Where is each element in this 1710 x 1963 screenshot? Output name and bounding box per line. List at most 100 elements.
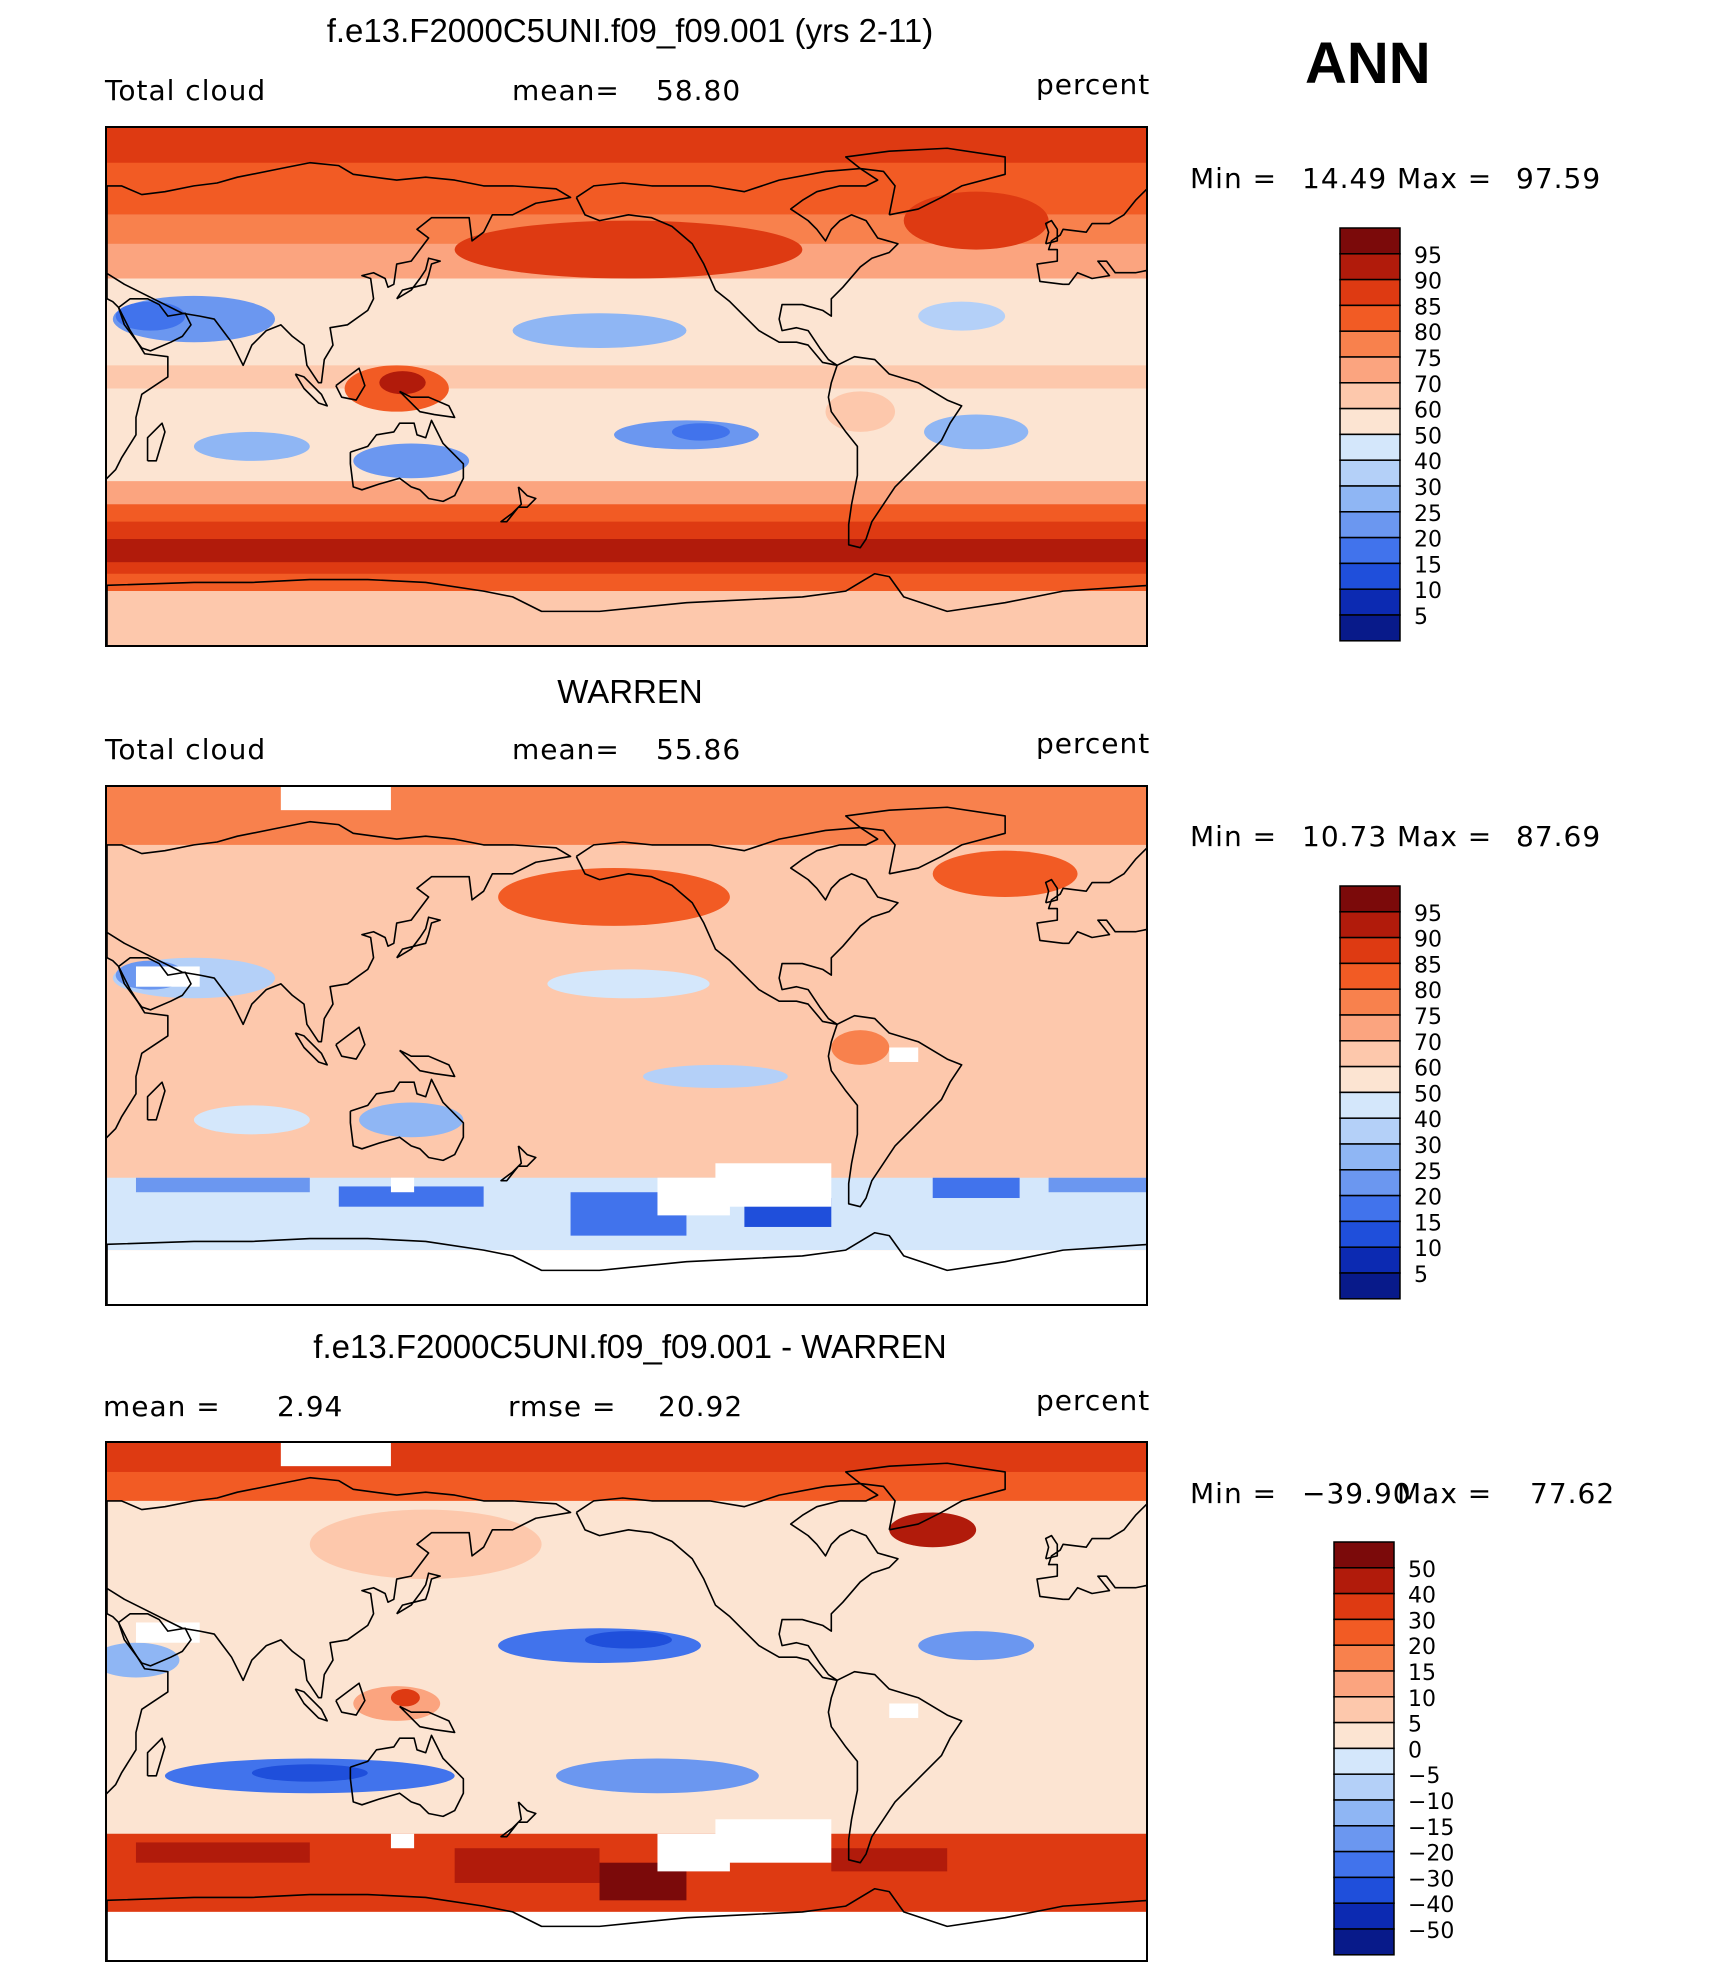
panel1-coastlines (107, 147, 1146, 645)
panel1-coastline-namerica (575, 167, 899, 367)
panel3-colorbar-tick-label: −50 (1408, 1919, 1454, 1944)
panel2-colorbar-box-9 (1339, 1117, 1401, 1145)
panel3-colorbar-box-6 (1333, 1696, 1395, 1724)
panel3-rmse-label: rmse = (508, 1390, 617, 1423)
panel3-mean-value: 2.94 (277, 1390, 344, 1423)
panel1-colorbar-box-9 (1339, 459, 1401, 487)
panel2-map-svg (107, 787, 1146, 1304)
panel1-colorbar-tick-label: 40 (1414, 450, 1442, 475)
panel3-coastline-namerica (575, 1482, 899, 1682)
panel3-field-labrador (889, 1512, 977, 1548)
panel3-colorbar-box-12 (1333, 1850, 1395, 1879)
panel1-map (105, 126, 1148, 647)
panel1-coastline-australia (349, 419, 465, 503)
panel1-colorbar-tick-label: 60 (1414, 399, 1442, 424)
panel3-colorbar: 50 40 30 20 15 10 5 0 −5 −10 −15 −20 −30 −40 −50 (1333, 1541, 1480, 1956)
panel1-coastline-sumatra (294, 373, 328, 407)
panel1-colorbar-tick-label: 10 (1414, 579, 1442, 604)
panel2-missing-2 (135, 966, 200, 987)
panel1-coastline-madagascar (146, 422, 166, 462)
panel1-colorbar-box-8 (1339, 433, 1401, 461)
panel2-map (105, 785, 1148, 1306)
panel3-missing-1 (280, 1443, 391, 1467)
panel2-field-australia (359, 1102, 464, 1138)
panel2-field-spac-subtrop (642, 1064, 788, 1089)
panel1-colorbar-box-1 (1339, 253, 1401, 281)
panel2-colorbar-box-12 (1339, 1194, 1401, 1223)
panel2-coastline-madagascar (146, 1081, 166, 1121)
panel2-max-value: 87.69 (1516, 820, 1602, 853)
panel3-coastline-australia (349, 1734, 465, 1818)
panel1-coastline-samerica (827, 355, 963, 549)
panel1-coastline-nz (500, 486, 537, 523)
panel1-max-label: Max = (1397, 162, 1493, 195)
panel1-field-natl-storm (903, 191, 1049, 250)
panel2-colorbar-tick-label: 5 (1414, 1263, 1428, 1288)
panel1-field-satl-subtrop (924, 414, 1029, 450)
panel2-colorbar-box-15 (1339, 1272, 1401, 1300)
panel1-coastline-borneo (335, 367, 366, 401)
panel2-colorbar-box-0 (1339, 885, 1401, 913)
panel3-colorbar-tick-label: −10 (1408, 1790, 1454, 1815)
panel2-colorbar-tick-label: 75 (1414, 1005, 1442, 1030)
panel3-missing-2 (135, 1622, 200, 1643)
panel2-colorbar-tick-label: 90 (1414, 928, 1442, 953)
panel3-coastline-nz (500, 1801, 537, 1838)
panel3-coastline-borneo (335, 1682, 366, 1716)
panel1-mean-value: 58.80 (656, 74, 742, 107)
panel3-field-so-max-2 (454, 1848, 600, 1883)
panel3-coastline-antarctica (107, 1887, 1146, 1960)
panel2-min-value: 10.73 (1302, 820, 1388, 853)
panel3-colorbar-box-8 (1333, 1747, 1395, 1775)
panel1-field-australia (353, 443, 470, 479)
panel3-colorbar-box-9 (1333, 1773, 1395, 1801)
panel3-colorbar-tick-label: 5 (1408, 1713, 1422, 1738)
panel1-coastline-uk (1044, 219, 1059, 245)
panel3-colorbar-tick-label: 30 (1408, 1609, 1436, 1634)
panel1-colorbar-tick-label: 50 (1414, 424, 1442, 449)
panel3-colorbar-box-2 (1333, 1592, 1395, 1621)
panel2-colorbar-box-10 (1339, 1143, 1401, 1171)
panel2-field-amazon (831, 1030, 890, 1065)
panel2-colorbar-box-5 (1339, 1014, 1401, 1042)
panel1-colorbar-box-13 (1339, 562, 1401, 590)
panel2-colorbar-tick-label: 95 (1414, 902, 1442, 927)
panel1-mean-label: mean= (512, 74, 620, 107)
panel1-colorbar: 95 90 85 80 75 70 60 50 40 30 25 20 15 10 5 (1339, 227, 1480, 642)
panel2-field-so-patch-2 (338, 1186, 484, 1207)
panel2-colorbar-box-1 (1339, 911, 1401, 939)
panel2-colorbar-box-7 (1339, 1065, 1401, 1094)
panel3-field-npac-subtrop-core (585, 1631, 672, 1649)
panel1-title: f.e13.F2000C5UNI.f09_f09.001 (yrs 2-11) (326, 12, 934, 49)
panel1-colorbar-tick-label: 5 (1414, 605, 1428, 630)
panel3-colorbar-box-4 (1333, 1644, 1395, 1672)
panel3-max-label: Max = (1397, 1477, 1493, 1510)
panel1-coastline-europe (1036, 188, 1146, 286)
panel2-missing-1 (280, 787, 391, 811)
panel2-colorbar-box-13 (1339, 1220, 1401, 1248)
panel3-field-indian-subtrop-core (251, 1764, 368, 1782)
panel2-colorbar-box-11 (1339, 1169, 1401, 1197)
panel3-mean-label: mean = (103, 1390, 221, 1423)
panel1-field-southern-ocean-max (107, 539, 1146, 563)
panel2-field-so-patch-5 (932, 1177, 1020, 1199)
panel3-coastline-eurasia (107, 1476, 572, 1699)
panel1-field-amazon (825, 391, 896, 432)
panel2-colorbar-box-2 (1339, 936, 1401, 965)
panel3-field-siberia (309, 1509, 542, 1580)
panel2-missing-4 (657, 1177, 730, 1216)
panel1-coastline-africa (107, 297, 169, 480)
panel1-colorbar-tick-label: 30 (1414, 476, 1442, 501)
panel3-coastline-europe (1036, 1503, 1146, 1601)
panel2-missing-6 (889, 1047, 919, 1062)
panel2-missing-3 (715, 1163, 832, 1207)
panel3-colorbar-box-0 (1333, 1541, 1395, 1569)
panel1-colorbar-box-4 (1339, 330, 1401, 358)
panel2-colorbar-tick-label: 10 (1414, 1237, 1442, 1262)
panel3-max-value: 77.62 (1530, 1477, 1616, 1510)
panel1-max-value: 97.59 (1516, 162, 1602, 195)
panel1-colorbar-box-2 (1339, 278, 1401, 307)
panel2-colorbar-tick-label: 15 (1414, 1211, 1442, 1236)
panel2-field-arctic (107, 787, 1146, 845)
panel2-coastline-samerica (827, 1014, 963, 1208)
